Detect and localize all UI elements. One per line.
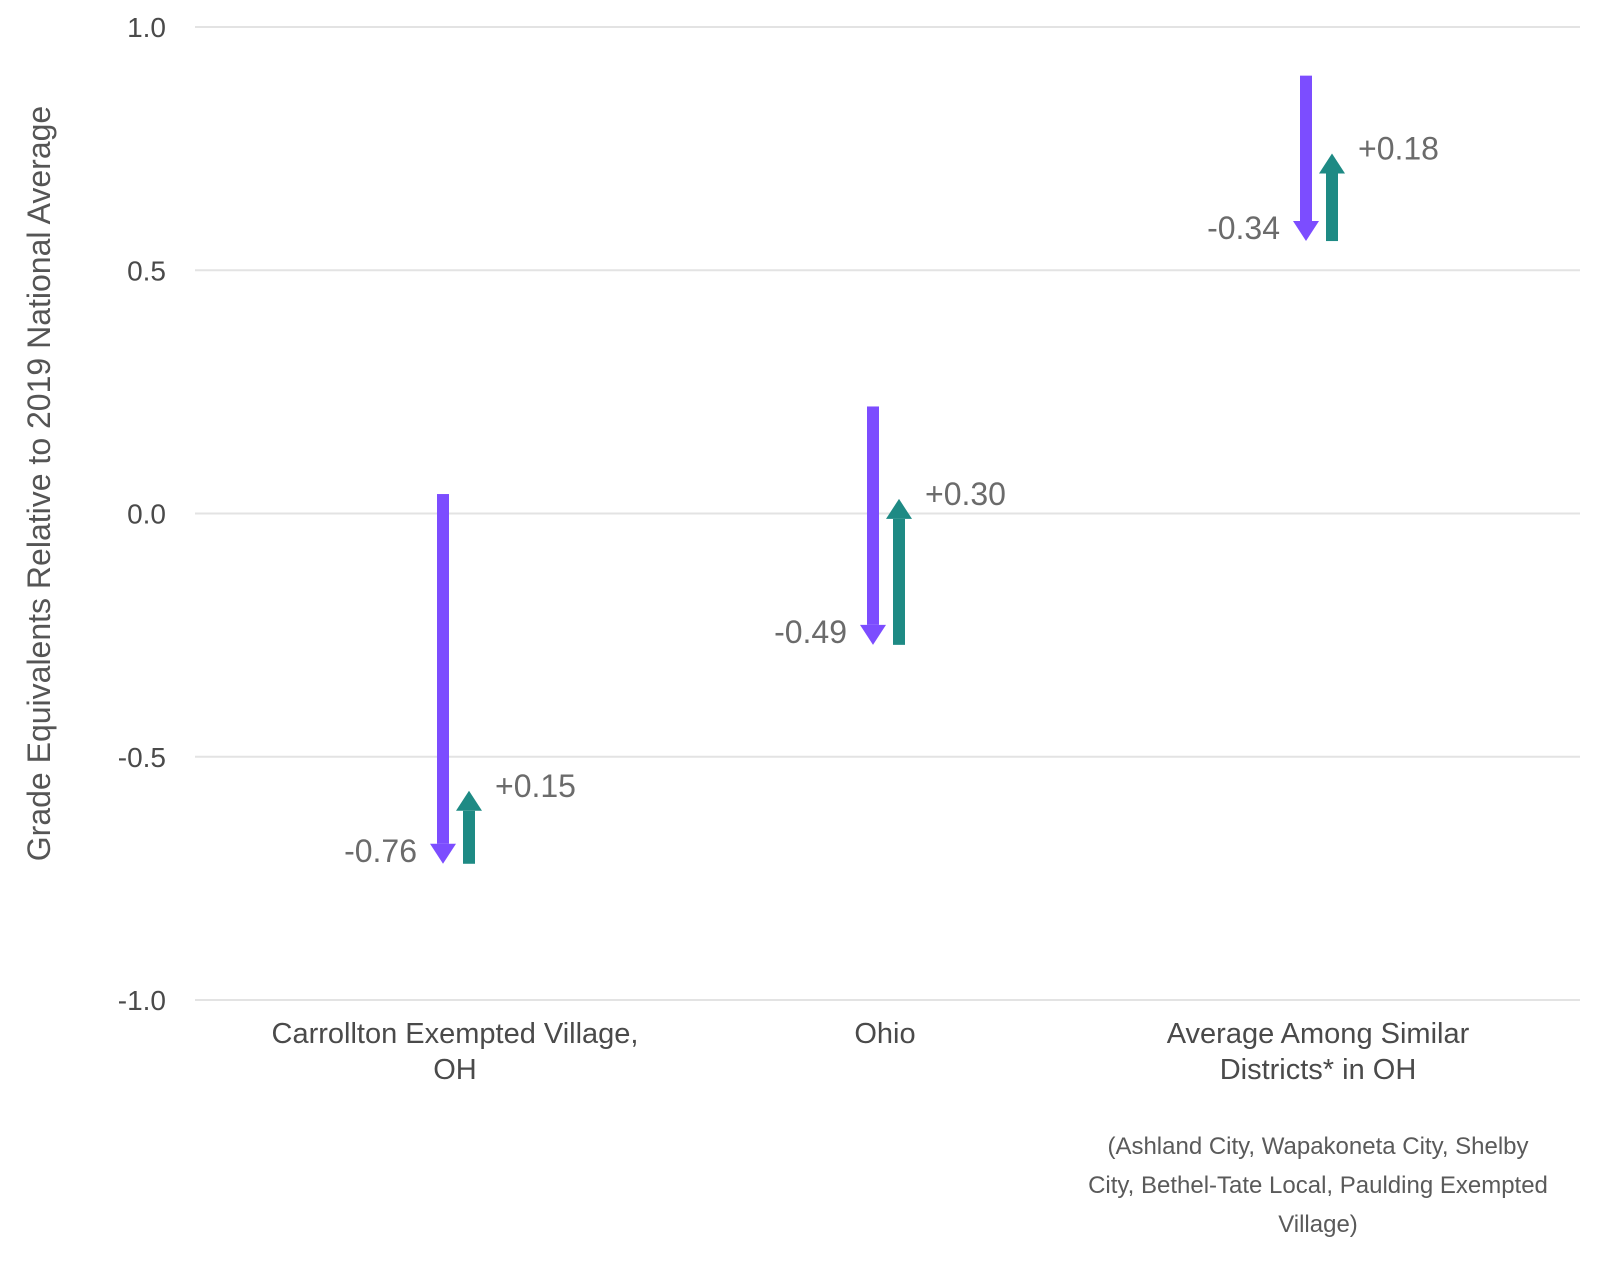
y-tick-label: 0.0 xyxy=(127,499,166,530)
recovery-value-label: +0.30 xyxy=(925,476,1006,512)
recovery-arrow xyxy=(886,498,912,645)
recovery-value-label: +0.18 xyxy=(1358,130,1439,166)
arrow-shaft xyxy=(867,406,879,625)
arrow-head xyxy=(430,843,456,864)
category-label: Districts* in OH xyxy=(1220,1054,1417,1086)
category-label: OH xyxy=(433,1054,477,1086)
arrow-head xyxy=(1319,153,1345,174)
y-tick-label: -1.0 xyxy=(118,985,166,1016)
decline-value-label: -0.49 xyxy=(774,614,847,650)
decline-value-label: -0.76 xyxy=(344,833,417,869)
arrow-shaft xyxy=(437,494,449,844)
arrow-head xyxy=(860,624,886,645)
decline-arrow xyxy=(430,494,456,864)
decline-arrow xyxy=(860,406,886,645)
footnote-line: City, Bethel-Tate Local, Paulding Exempt… xyxy=(1088,1172,1548,1199)
decline-value-label: -0.34 xyxy=(1207,210,1280,246)
y-tick-label: 0.5 xyxy=(127,255,166,286)
recovery-arrow xyxy=(456,790,482,864)
footnote-line: Village) xyxy=(1278,1211,1358,1238)
recovery-arrow xyxy=(1319,153,1345,242)
category-label: Carrollton Exempted Village, xyxy=(272,1018,639,1050)
category-label: Ohio xyxy=(854,1018,915,1050)
recovery-value-label: +0.15 xyxy=(495,768,576,804)
arrow-shaft xyxy=(1300,75,1312,222)
y-tick-label: 1.0 xyxy=(127,12,166,43)
arrow-head xyxy=(886,498,912,519)
arrow-shaft xyxy=(1326,173,1338,242)
y-tick-label: -0.5 xyxy=(118,742,166,773)
footnote-line: (Ashland City, Wapakoneta City, Shelby xyxy=(1107,1133,1528,1160)
arrow-head xyxy=(1293,221,1319,242)
arrow-shaft xyxy=(893,518,905,645)
y-axis-title: Grade Equivalents Relative to 2019 Natio… xyxy=(21,106,57,861)
decline-arrow xyxy=(1293,75,1319,242)
arrow-head xyxy=(456,790,482,811)
arrow-shaft xyxy=(463,810,475,864)
category-label: Average Among Similar xyxy=(1167,1018,1470,1050)
